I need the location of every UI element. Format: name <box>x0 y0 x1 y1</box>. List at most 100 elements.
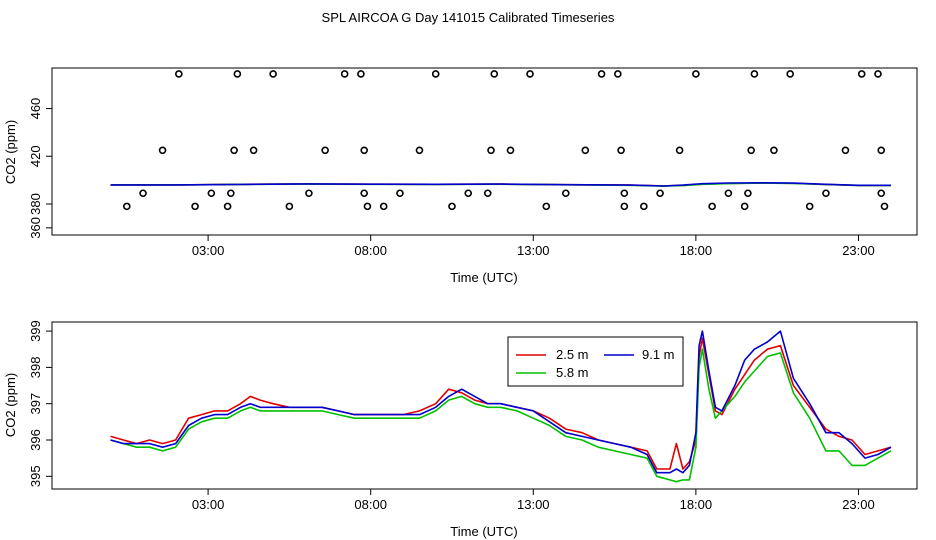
bottom-plot-frame <box>51 321 918 490</box>
top-data-point <box>396 189 404 198</box>
bottom-x-tick-label: 08:00 <box>354 497 387 512</box>
top-data-point <box>357 70 365 78</box>
top-x-axis-label: Time (UTC) <box>450 270 517 285</box>
top-data-point <box>581 146 590 155</box>
top-data-point <box>822 189 830 198</box>
top-series-9-1-m-line <box>110 182 891 187</box>
top-data-point <box>321 146 329 155</box>
top-data-point <box>158 146 167 155</box>
top-data-point <box>708 202 716 211</box>
top-data-point <box>415 146 424 155</box>
top-data-point <box>269 70 277 78</box>
top-data-point <box>227 189 235 198</box>
top-data-point <box>360 146 368 155</box>
bottom-y-tick-label: 399 <box>28 320 43 342</box>
bottom-series-5-8-m-line <box>110 348 892 483</box>
figure-title: SPL AIRCOA G Day 141015 Calibrated Times… <box>322 10 615 25</box>
top-data-point <box>490 70 499 78</box>
bottom-y-tick-label: 398 <box>28 357 43 379</box>
legend-label-5-8m: 5.8 m <box>556 365 589 380</box>
bottom-x-tick-label: 18:00 <box>680 497 713 512</box>
bottom-series-2-5-m-line <box>110 337 892 470</box>
top-data-point <box>122 202 131 211</box>
bottom-series-9-1-m-line <box>110 330 892 474</box>
top-data-point <box>620 189 629 198</box>
top-x-tick-label: 13:00 <box>517 243 550 258</box>
top-data-point <box>750 70 759 78</box>
top-data-point <box>526 70 534 78</box>
legend-box <box>507 336 684 387</box>
top-data-point <box>656 189 664 198</box>
bottom-x-axis: 03:00 08:00 13:00 18:00 23:00 <box>192 489 875 512</box>
bottom-x-tick-label: 13:00 <box>517 497 550 512</box>
top-data-point <box>770 146 778 155</box>
top-y-tick-label: 380 <box>28 193 43 215</box>
top-data-point <box>230 146 238 155</box>
top-data-point <box>379 202 388 211</box>
top-data-point <box>561 189 570 198</box>
top-data-point <box>249 146 258 155</box>
top-y-tick-label: 420 <box>28 145 43 167</box>
top-data-point <box>614 70 622 78</box>
top-data-point <box>724 189 733 198</box>
top-data-point <box>877 189 886 198</box>
top-data-point <box>223 202 232 211</box>
bottom-y-tick-label: 395 <box>28 465 43 487</box>
bottom-y-axis: 395 396 397 398 399 <box>28 320 52 487</box>
bottom-y-tick-label: 396 <box>28 429 43 451</box>
top-data-point <box>542 202 551 211</box>
top-data-point <box>305 189 313 198</box>
top-data-point <box>506 146 515 155</box>
legend: 2.5 m 5.8 m 9.1 m <box>507 336 684 387</box>
top-x-tick-label: 08:00 <box>354 243 387 258</box>
top-data-point <box>487 146 495 155</box>
top-data-point <box>448 202 456 211</box>
top-data-point <box>175 70 183 78</box>
top-x-tick-label: 18:00 <box>680 243 713 258</box>
top-data-point <box>431 70 440 78</box>
legend-label-9-1m: 9.1 m <box>642 347 675 362</box>
top-series-lines <box>110 182 891 187</box>
top-plot-frame <box>51 67 918 236</box>
top-data-point <box>233 70 242 78</box>
bottom-x-tick-label: 03:00 <box>192 497 225 512</box>
top-data-point <box>805 202 814 211</box>
top-x-axis: 03:00 08:00 13:00 18:00 23:00 <box>192 235 875 258</box>
top-data-point <box>640 202 648 211</box>
top-data-point <box>620 202 629 211</box>
top-data-point <box>464 189 473 198</box>
top-data-point <box>880 202 889 211</box>
top-data-point <box>139 189 147 198</box>
top-data-point <box>747 146 755 155</box>
top-data-point <box>877 146 886 155</box>
top-data-point <box>617 146 625 155</box>
top-data-point <box>340 70 349 78</box>
top-data-point <box>360 189 368 198</box>
top-data-point <box>483 189 492 198</box>
top-panel: 03:00 08:00 13:00 18:00 23:00 360 380 420 460 T… <box>3 67 918 285</box>
bottom-y-axis-label: CO2 (ppm) <box>3 373 18 437</box>
top-data-point <box>744 189 752 198</box>
top-data-point <box>857 70 866 78</box>
top-data-point <box>363 202 372 211</box>
top-data-point <box>191 202 199 211</box>
top-y-tick-label: 460 <box>28 98 43 120</box>
top-data-point <box>874 70 882 78</box>
top-data-point <box>740 202 749 211</box>
top-x-tick-label: 23:00 <box>842 243 875 258</box>
top-y-axis: 360 380 420 460 <box>28 98 52 239</box>
top-data-point <box>207 189 216 198</box>
top-data-point <box>786 70 794 78</box>
top-x-tick-label: 03:00 <box>192 243 225 258</box>
legend-label-2-5m: 2.5 m <box>556 347 589 362</box>
bottom-y-tick-label: 397 <box>28 393 43 415</box>
top-data-point <box>692 70 700 78</box>
top-data-point <box>285 202 294 211</box>
bottom-panel: 03:00 08:00 13:00 18:00 23:00 39539639739839… <box>3 320 918 539</box>
top-data-point <box>675 146 684 155</box>
top-y-tick-label: 360 <box>28 217 43 239</box>
bottom-x-tick-label: 23:00 <box>842 497 875 512</box>
top-data-point <box>597 70 606 78</box>
bottom-x-axis-label: Time (UTC) <box>450 524 517 539</box>
